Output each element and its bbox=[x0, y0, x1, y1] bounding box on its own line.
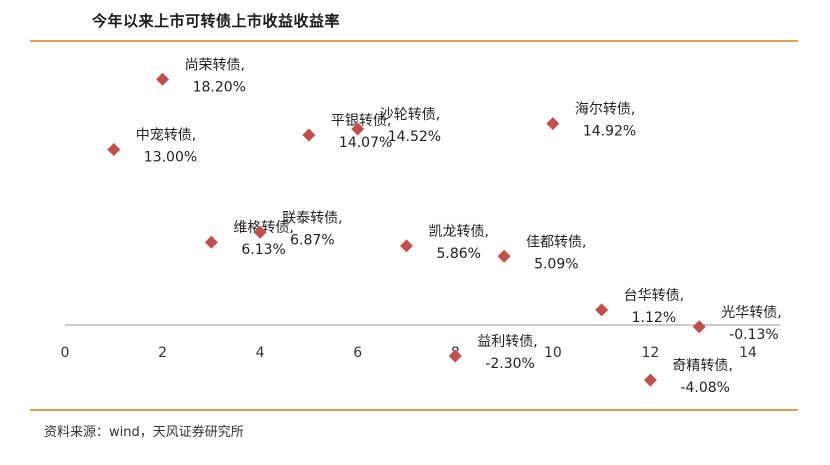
point-value-label: -4.08% bbox=[680, 380, 730, 396]
x-tick-label: 0 bbox=[61, 345, 70, 361]
data-point: 平银转债, 14.07% bbox=[302, 113, 392, 151]
point-value-label: 5.09% bbox=[534, 256, 578, 272]
x-tick-label: 10 bbox=[544, 345, 562, 361]
point-value-label: 6.87% bbox=[290, 232, 334, 248]
data-point: 沙轮转债, 14.52% bbox=[351, 107, 441, 145]
data-point: 台华转债, 1.12% bbox=[595, 288, 684, 326]
point-name-label: 佳都转债, bbox=[526, 234, 586, 250]
point-value-label: 14.07% bbox=[339, 135, 392, 151]
diamond-marker bbox=[400, 239, 413, 253]
x-tick-label: 4 bbox=[256, 345, 265, 361]
point-name-label: 奇精转债, bbox=[672, 357, 732, 374]
diamond-marker bbox=[204, 235, 218, 249]
x-tick-label: 12 bbox=[642, 345, 660, 361]
x-tick-label: 14 bbox=[739, 345, 757, 361]
data-point: 尚荣转债, 18.20% bbox=[156, 57, 246, 95]
x-tick-label: 2 bbox=[158, 345, 167, 361]
point-name-label: 沙轮转债, bbox=[380, 107, 440, 123]
diamond-marker bbox=[448, 349, 462, 363]
point-name-label: 维格转债, bbox=[233, 220, 293, 236]
point-name-label: 凯龙转债, bbox=[429, 224, 489, 240]
point-name-label: 中宠转债, bbox=[136, 128, 196, 144]
point-value-label: 1.12% bbox=[632, 310, 676, 326]
diamond-marker bbox=[253, 225, 267, 239]
point-name-label: 海尔转债, bbox=[575, 102, 635, 118]
diamond-marker bbox=[692, 320, 706, 334]
bottom-rule bbox=[30, 409, 798, 411]
point-name-label: 光华转债, bbox=[721, 305, 781, 321]
data-point: 光华转债, -0.13% bbox=[692, 305, 782, 343]
point-name-label: 联泰转债, bbox=[282, 210, 342, 226]
diamond-marker bbox=[107, 143, 121, 156]
data-point: 联泰转债, 6.87% bbox=[253, 210, 343, 248]
data-point: 海尔转债, 14.92% bbox=[546, 102, 636, 140]
point-name-label: 尚荣转债, bbox=[185, 57, 245, 73]
point-value-label: 14.92% bbox=[583, 124, 636, 140]
diamond-marker bbox=[156, 72, 170, 86]
point-value-label: 6.13% bbox=[241, 242, 285, 258]
source-note: 资料来源：wind，天风证券研究所 bbox=[44, 425, 244, 440]
diamond-marker bbox=[497, 249, 511, 263]
data-point: 奇精转债, -4.08% bbox=[643, 357, 733, 396]
top-rule bbox=[30, 40, 798, 42]
chart-title: 今年以来上市可转债上市收益收益率 bbox=[92, 12, 341, 30]
data-point: 中宠转债, 13.00% bbox=[107, 128, 197, 166]
diamond-marker bbox=[643, 373, 657, 387]
point-value-label: 5.86% bbox=[437, 246, 481, 262]
point-name-label: 益利转债, bbox=[477, 334, 537, 350]
point-value-label: 14.52% bbox=[388, 129, 441, 145]
point-value-label: 13.00% bbox=[144, 150, 197, 166]
x-tick-label: 6 bbox=[353, 345, 362, 361]
data-point: 维格转债, 6.13% bbox=[204, 220, 294, 258]
point-value-label: 18.20% bbox=[193, 79, 246, 95]
point-value-label: -2.30% bbox=[485, 356, 535, 372]
data-point: 佳都转债, 5.09% bbox=[497, 234, 587, 272]
diamond-marker bbox=[595, 303, 609, 317]
point-name-label: 平银转债, bbox=[331, 113, 391, 129]
data-point: 益利转债, -2.30% bbox=[448, 334, 538, 372]
point-name-label: 台华转债, bbox=[624, 288, 684, 304]
diamond-marker bbox=[302, 128, 316, 142]
point-value-label: -0.13% bbox=[729, 327, 779, 343]
data-points: 中宠转债, 13.00% 尚荣转债, 18.20% 维格转债, 6.13% 联泰转债, 6.8… bbox=[107, 57, 782, 396]
x-tick-labels: 02468101214 bbox=[61, 345, 757, 361]
data-point: 凯龙转债, 5.86% bbox=[400, 224, 489, 262]
diamond-marker bbox=[546, 117, 560, 131]
diamond-marker bbox=[351, 122, 365, 136]
